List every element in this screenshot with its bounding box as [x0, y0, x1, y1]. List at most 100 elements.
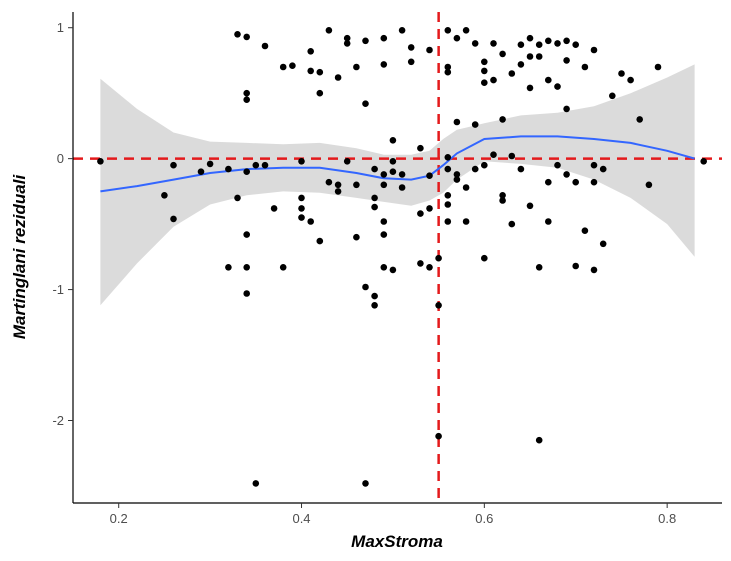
data-point [389, 168, 397, 175]
data-point [417, 144, 424, 152]
confidence-band-area [100, 64, 695, 306]
data-point [444, 154, 452, 161]
data-point [490, 40, 497, 47]
data-point [590, 266, 598, 274]
y-axis-title: Martinglani reziduali [10, 174, 29, 340]
y-ticks: -2 -1 0 1 [52, 20, 73, 428]
data-point [499, 50, 506, 58]
data-point [426, 172, 433, 179]
data-point [645, 181, 653, 189]
x-tick-label: 0.6 [475, 511, 493, 526]
data-point [362, 100, 369, 107]
data-point [517, 165, 525, 173]
data-point [545, 37, 552, 45]
data-point [380, 171, 388, 178]
data-point [252, 480, 260, 487]
data-point [270, 205, 278, 212]
data-point [243, 89, 250, 97]
data-point [535, 53, 543, 60]
data-point [581, 227, 589, 234]
data-point [462, 184, 470, 191]
data-point [526, 53, 534, 60]
data-point [197, 168, 205, 175]
y-tick-label: 1 [57, 20, 64, 35]
data-point [243, 168, 250, 175]
data-point [307, 67, 315, 75]
data-point [380, 231, 388, 238]
y-tick-label: -1 [52, 282, 64, 297]
data-point [499, 192, 506, 199]
data-point [362, 283, 369, 291]
data-point [398, 171, 406, 178]
data-point [499, 197, 506, 204]
data-point [535, 264, 543, 271]
data-point [316, 68, 324, 76]
data-point [453, 118, 461, 126]
data-point [435, 254, 442, 262]
data-point [554, 161, 561, 169]
data-point [234, 194, 241, 202]
data-point [481, 58, 488, 66]
data-point [435, 432, 442, 440]
data-point [563, 171, 570, 178]
data-point [407, 44, 415, 51]
data-point [362, 37, 369, 45]
data-point [225, 264, 232, 271]
data-point [453, 176, 461, 183]
data-point [298, 214, 305, 221]
data-point [526, 84, 534, 92]
data-point [380, 218, 388, 225]
data-point [435, 302, 442, 309]
data-point [627, 76, 634, 84]
data-point [279, 264, 287, 271]
data-point [353, 181, 360, 189]
data-point [481, 79, 488, 86]
data-point [554, 83, 561, 90]
data-point [371, 203, 378, 211]
data-point [481, 67, 488, 75]
data-point [526, 202, 534, 210]
data-point [444, 27, 452, 34]
y-tick-label: 0 [57, 151, 64, 166]
data-point [380, 34, 388, 42]
data-point [97, 158, 104, 165]
data-point [289, 62, 296, 69]
data-point [371, 302, 378, 309]
data-point [298, 205, 305, 212]
data-point [343, 40, 351, 47]
data-point [316, 237, 324, 245]
data-point [654, 63, 662, 71]
data-point [590, 46, 598, 54]
confidence-band [100, 64, 695, 306]
data-point [261, 161, 269, 169]
data-point [407, 58, 415, 66]
data-point [554, 40, 561, 47]
data-point [371, 194, 378, 202]
data-point [508, 220, 516, 228]
data-point [453, 171, 461, 178]
data-point [471, 165, 479, 173]
data-point [490, 151, 497, 158]
data-point [307, 218, 315, 225]
data-point [243, 264, 250, 271]
data-point [508, 152, 516, 160]
data-point [700, 158, 707, 165]
data-point [343, 34, 351, 42]
y-tick-label: -2 [52, 413, 64, 428]
scatter-points [97, 27, 707, 487]
data-point [389, 137, 397, 144]
data-point [353, 233, 360, 241]
x-tick-label: 0.4 [292, 511, 310, 526]
data-point [170, 215, 177, 223]
x-ticks: 0.2 0.4 0.6 0.8 [110, 503, 676, 526]
data-point [371, 292, 378, 300]
data-point [599, 240, 607, 248]
data-point [636, 116, 643, 123]
data-point [380, 181, 388, 189]
data-point [499, 116, 506, 123]
data-point [380, 264, 388, 271]
data-point [462, 27, 470, 34]
data-point [545, 178, 552, 186]
data-point [334, 74, 342, 81]
